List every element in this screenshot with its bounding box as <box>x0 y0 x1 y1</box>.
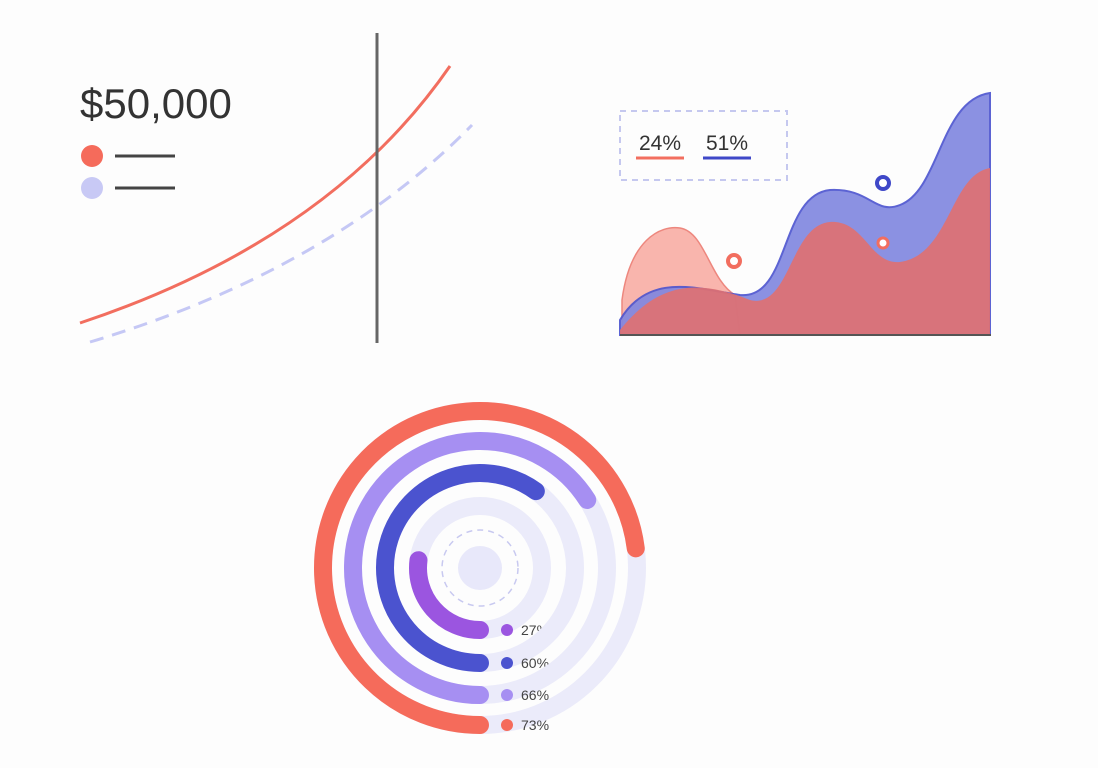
label-dot <box>501 657 513 669</box>
label-dot <box>501 719 513 731</box>
amount: $50,000 <box>80 80 232 127</box>
marker <box>726 253 742 269</box>
marker <box>876 236 890 250</box>
ring-bar <box>314 402 645 734</box>
line-card: $50,000 <box>79 33 474 344</box>
legend-dot <box>81 177 103 199</box>
value-label: 66% <box>521 687 549 703</box>
value-label: 73% <box>521 717 549 733</box>
solid-curve <box>79 65 452 325</box>
legend-dot <box>81 145 103 167</box>
legend-label: 24% <box>639 132 681 155</box>
label-dot <box>501 689 513 701</box>
center-dot <box>458 546 502 590</box>
center-ring <box>441 529 519 607</box>
value-label: 60% <box>521 655 549 671</box>
marker <box>875 175 891 191</box>
dashed-curve <box>89 123 474 344</box>
ring-bar <box>376 464 545 672</box>
legend-label: 51% <box>706 132 748 155</box>
legend-box <box>619 110 788 181</box>
ring-bar <box>409 551 489 639</box>
area-red <box>620 168 990 335</box>
area-card: 24% 51% <box>619 91 991 336</box>
radial-chart: 27%60%66%73% <box>314 402 646 734</box>
label-dot <box>501 624 513 636</box>
ring-bar <box>344 432 597 704</box>
